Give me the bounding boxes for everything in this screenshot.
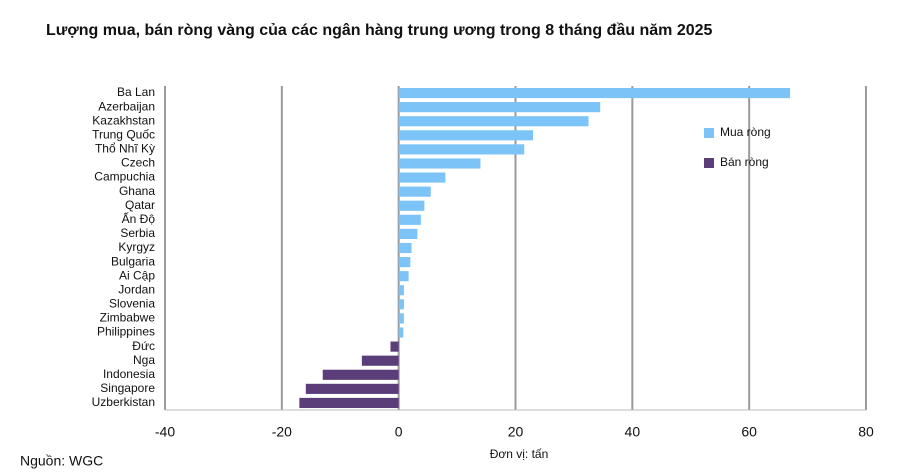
bar — [398, 102, 601, 113]
y-tick-label: Ba Lan — [117, 85, 155, 99]
bar — [398, 87, 791, 99]
bar — [398, 172, 446, 183]
y-tick-label: Đức — [132, 339, 155, 353]
y-tick-label: Czech — [121, 156, 155, 170]
bar — [398, 299, 404, 310]
chart-title: Lượng mua, bán ròng vàng của các ngân hà… — [46, 22, 713, 39]
y-tick-label: Qatar — [125, 198, 155, 212]
x-axis-label: Đơn vị: tấn — [490, 447, 549, 461]
legend-label: Bán ròng — [720, 155, 769, 169]
y-tick-label: Campuchia — [94, 170, 155, 184]
bar — [390, 341, 399, 352]
bar — [398, 158, 481, 169]
y-tick-label: Singapore — [100, 381, 155, 395]
y-tick-label: Serbia — [120, 226, 155, 240]
y-tick-label: Thổ Nhĩ Kỳ — [95, 142, 155, 156]
y-tick-label: Philippines — [97, 325, 155, 339]
bar — [398, 130, 534, 141]
y-tick-label: Indonesia — [103, 367, 155, 381]
y-tick-label: Ai Cập — [119, 268, 155, 282]
bar — [398, 242, 412, 254]
bar — [398, 214, 421, 225]
bar — [398, 228, 418, 239]
x-tick-label: 80 — [858, 424, 874, 440]
legend-swatch — [704, 128, 714, 138]
bar — [398, 327, 404, 338]
y-tick-label: Slovenia — [109, 297, 155, 311]
bar — [398, 200, 425, 211]
bar — [305, 383, 399, 394]
bar — [398, 313, 404, 324]
bar — [398, 271, 409, 282]
x-tick-label: 60 — [741, 424, 757, 440]
x-tick-label: 0 — [395, 424, 403, 440]
y-tick-label: Ghana — [119, 184, 155, 198]
bar — [398, 257, 411, 268]
legend-label: Mua ròng — [720, 125, 771, 139]
y-tick-label: Jordan — [118, 282, 155, 296]
bar — [398, 186, 431, 197]
y-tick-label: Nga — [133, 353, 155, 367]
y-tick-label: Kazakhstan — [92, 113, 155, 127]
bar — [398, 285, 404, 296]
bar — [361, 355, 399, 366]
x-tick-label: -20 — [272, 424, 292, 440]
bar — [398, 116, 589, 127]
bar — [398, 144, 525, 155]
bar — [299, 397, 399, 409]
y-tick-label: Azerbaijan — [98, 99, 155, 113]
x-tick-label: 20 — [508, 424, 524, 440]
y-tick-label: Zimbabwe — [100, 311, 156, 325]
y-tick-label: Uzberkistan — [92, 395, 155, 409]
y-tick-label: Trung Quốc — [92, 127, 155, 141]
x-tick-label: 40 — [625, 424, 641, 440]
x-tick-label: -40 — [155, 424, 175, 440]
bar — [322, 369, 399, 380]
legend-swatch — [704, 158, 714, 168]
source: Nguồn: WGC — [20, 453, 103, 469]
y-tick-label: Bulgaria — [111, 254, 155, 268]
y-tick-label: Ấn Độ — [122, 211, 156, 226]
y-tick-label: Kyrgyz — [118, 240, 155, 254]
